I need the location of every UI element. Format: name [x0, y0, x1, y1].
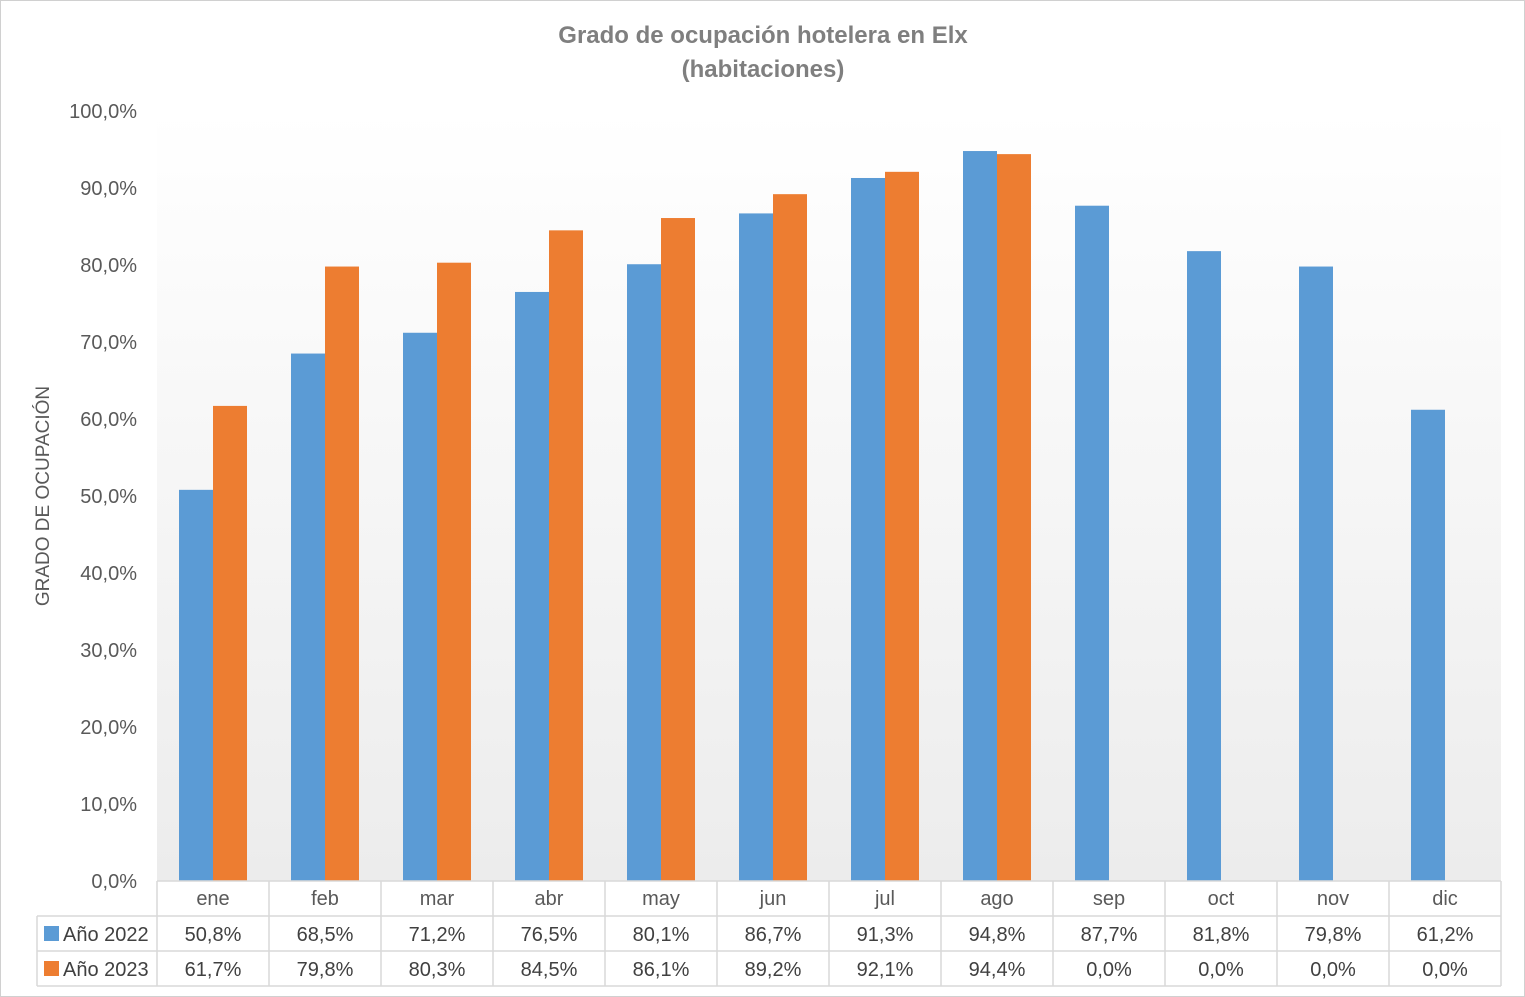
x-tick-label: jul — [874, 888, 895, 910]
y-tick-label: 80,0% — [80, 255, 137, 277]
x-tick-label: nov — [1317, 888, 1349, 910]
bar-2022-sep — [1075, 205, 1109, 881]
bar-2022-jun — [739, 213, 773, 881]
y-tick-label: 40,0% — [80, 563, 137, 585]
bar-2023-feb — [325, 266, 359, 881]
chart-subtitle: (habitaciones) — [682, 56, 845, 83]
data-label: 91,3% — [857, 924, 914, 946]
plot-area — [157, 111, 1501, 881]
bars — [179, 151, 1445, 882]
y-tick-label: 0,0% — [91, 871, 137, 893]
y-axis: 0,0% 10,0% 20,0% 30,0% 40,0% 50,0% 60,0% 70,0% 8… — [69, 101, 137, 893]
x-tick-label: feb — [311, 888, 339, 910]
bar-2022-jul — [851, 177, 885, 882]
bar-2023-abr — [549, 230, 583, 882]
data-table: ene feb mar abr may jun jul ago sep oct nov dic Año … — [36, 880, 1502, 987]
data-label: 84,5% — [521, 959, 578, 981]
legend-label: Año 2023 — [63, 959, 149, 981]
data-label: 0,0% — [1086, 959, 1132, 981]
data-label: 79,8% — [297, 959, 354, 981]
y-tick-label: 70,0% — [80, 332, 137, 354]
bar-2023-mar — [437, 262, 471, 881]
x-tick-label: ago — [980, 888, 1013, 910]
bar-2023-ene — [213, 405, 247, 881]
y-tick-label: 10,0% — [80, 794, 137, 816]
y-tick-label: 60,0% — [80, 409, 137, 431]
legend-swatch — [44, 926, 59, 941]
x-tick-label: sep — [1093, 888, 1125, 910]
y-tick-label: 100,0% — [69, 101, 137, 123]
legend-label: Año 2022 — [63, 924, 149, 946]
x-tick-label: oct — [1208, 888, 1235, 910]
chart-title: Grado de ocupación hotelera en Elx — [558, 22, 968, 49]
bar-2022-dic — [1411, 409, 1445, 881]
bar-2022-may — [627, 264, 661, 882]
x-tick-label: ene — [196, 888, 229, 910]
data-label: 79,8% — [1305, 924, 1362, 946]
data-label: 87,7% — [1081, 924, 1138, 946]
data-label: 94,8% — [969, 924, 1026, 946]
data-label: 76,5% — [521, 924, 578, 946]
data-label: 86,7% — [745, 924, 802, 946]
data-label: 0,0% — [1198, 959, 1244, 981]
data-label: 94,4% — [969, 959, 1026, 981]
bar-2023-jun — [773, 194, 807, 881]
data-label: 86,1% — [633, 959, 690, 981]
bar-2022-nov — [1299, 266, 1333, 881]
y-axis-label: GRADO DE OCUPACIÓN — [32, 386, 54, 606]
data-label: 81,8% — [1193, 924, 1250, 946]
y-tick-label: 90,0% — [80, 178, 137, 200]
data-label: 0,0% — [1310, 959, 1356, 981]
y-tick-label: 30,0% — [80, 640, 137, 662]
data-label: 92,1% — [857, 959, 914, 981]
x-tick-label: may — [642, 888, 680, 910]
data-label: 61,7% — [185, 959, 242, 981]
data-label: 50,8% — [185, 924, 242, 946]
x-tick-label: mar — [420, 888, 455, 910]
x-tick-label: abr — [535, 888, 564, 910]
bar-2022-ago — [963, 151, 997, 882]
bar-2023-jul — [885, 171, 919, 881]
data-label: 89,2% — [745, 959, 802, 981]
y-tick-label: 20,0% — [80, 717, 137, 739]
x-tick-label: jun — [759, 888, 787, 910]
bar-2022-oct — [1187, 251, 1221, 881]
bar-2022-feb — [291, 353, 325, 881]
bar-2023-ago — [997, 154, 1031, 881]
bar-2022-ene — [179, 489, 213, 881]
data-label: 80,1% — [633, 924, 690, 946]
data-label: 71,2% — [409, 924, 466, 946]
data-label: 68,5% — [297, 924, 354, 946]
legend-swatch — [44, 961, 59, 976]
bar-2023-may — [661, 218, 695, 881]
x-tick-label: dic — [1432, 888, 1458, 910]
data-label: 61,2% — [1417, 924, 1474, 946]
bar-2022-abr — [515, 291, 549, 881]
data-label: 80,3% — [409, 959, 466, 981]
data-label: 0,0% — [1422, 959, 1468, 981]
bar-2022-mar — [403, 332, 437, 881]
y-tick-label: 50,0% — [80, 486, 137, 508]
